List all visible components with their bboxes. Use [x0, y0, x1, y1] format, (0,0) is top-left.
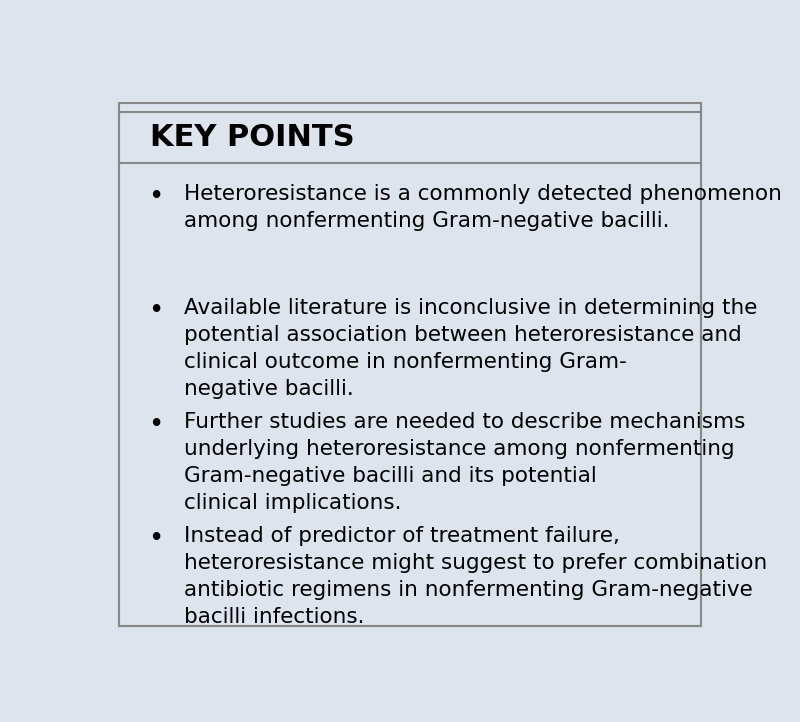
Text: •: •	[148, 526, 163, 552]
FancyBboxPatch shape	[118, 103, 702, 626]
Text: Heteroresistance is a commonly detected phenomenon
among nonfermenting Gram-nega: Heteroresistance is a commonly detected …	[184, 184, 782, 231]
Text: Available literature is inconclusive in determining the
potential association be: Available literature is inconclusive in …	[184, 298, 757, 399]
Text: •: •	[148, 412, 163, 438]
Text: Further studies are needed to describe mechanisms
underlying heteroresistance am: Further studies are needed to describe m…	[184, 412, 745, 513]
Text: •: •	[148, 298, 163, 324]
Text: •: •	[148, 184, 163, 210]
Text: KEY POINTS: KEY POINTS	[150, 123, 354, 152]
Text: Instead of predictor of treatment failure,
heteroresistance might suggest to pre: Instead of predictor of treatment failur…	[184, 526, 767, 627]
